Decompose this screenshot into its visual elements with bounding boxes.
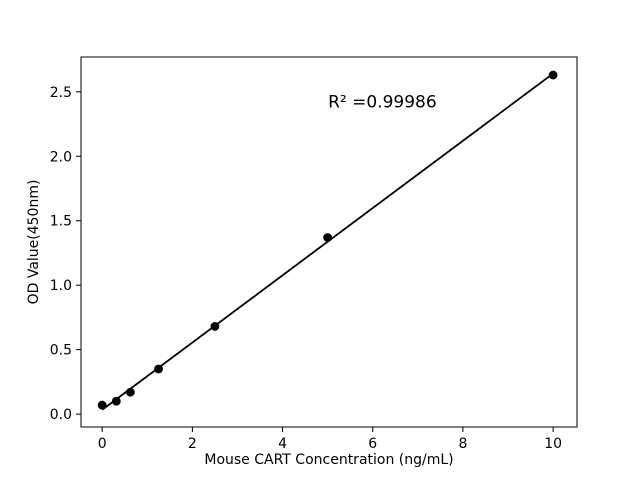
y-tick-label: 2.0 xyxy=(50,149,72,165)
data-point xyxy=(111,396,121,406)
y-tick-label: 2.5 xyxy=(50,85,72,101)
x-tick-label: 8 xyxy=(458,436,467,452)
x-tick-label: 10 xyxy=(544,436,562,452)
x-tick-label: 4 xyxy=(278,436,287,452)
y-tick-label: 1.5 xyxy=(50,214,72,230)
data-point xyxy=(125,387,135,397)
r-squared-annotation: R² =0.99986 xyxy=(328,92,437,112)
data-point xyxy=(548,70,558,80)
data-point xyxy=(210,322,220,331)
x-tick-label: 2 xyxy=(188,436,197,452)
data-point xyxy=(97,400,107,410)
y-tick-label: 1.0 xyxy=(50,278,72,294)
data-point xyxy=(323,233,333,242)
x-axis-label: Mouse CART Concentration (ng/mL) xyxy=(204,452,453,468)
tick-layer: 0 2 4 6 8 10 0.0 0.5 1.0 1.5 2.0 2.5 xyxy=(50,85,562,452)
y-tick-label: 0.5 xyxy=(50,343,72,359)
y-tick-label: 0.0 xyxy=(50,407,72,423)
y-axis-label: OD Value(450nm) xyxy=(26,180,42,305)
x-tick-label: 0 xyxy=(98,436,107,452)
data-point xyxy=(154,364,163,374)
data-layer xyxy=(97,70,558,411)
plot-area xyxy=(80,56,578,428)
x-tick-label: 6 xyxy=(368,436,377,452)
